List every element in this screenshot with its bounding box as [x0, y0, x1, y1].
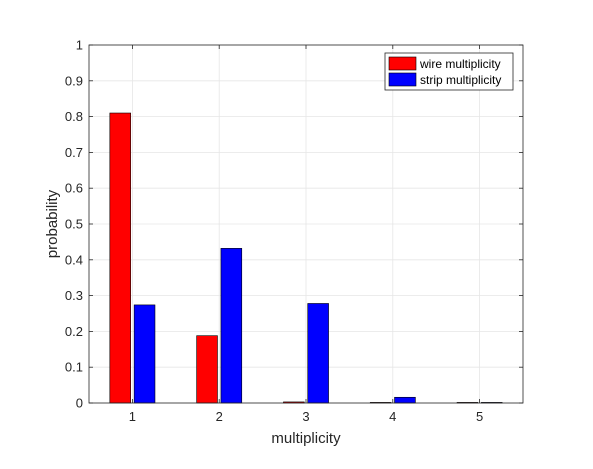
legend: wire multiplicity strip multiplicity [384, 52, 514, 91]
bar-strip-1 [133, 304, 156, 404]
x-tick-label: 2 [216, 409, 223, 424]
y-tick-label: 0.8 [65, 109, 83, 124]
x-tick-label: 5 [476, 409, 483, 424]
y-tick-label: 0.1 [65, 360, 83, 375]
x-tick-label: 3 [302, 409, 309, 424]
y-tick-label: 0.7 [65, 145, 83, 160]
bar-wire-1 [109, 112, 131, 404]
legend-swatch-wire [388, 56, 417, 71]
x-axis-title: multiplicity [271, 430, 341, 447]
x-tick-label: 1 [129, 409, 136, 424]
y-tick-label: 0.5 [65, 217, 83, 232]
y-tick-label: 0 [76, 396, 83, 411]
bar-strip-3 [307, 303, 329, 404]
legend-swatch-strip [388, 72, 417, 87]
y-tick-label: 0.2 [65, 324, 83, 339]
bar-strip-2 [220, 248, 243, 404]
y-tick-label: 0.3 [65, 288, 83, 303]
ticks: 0 0.1 0.2 0.3 0.4 0.5 0.6 0.7 0.8 0.9 1 1 2 3 4 5 [65, 38, 523, 424]
y-tick-label: 0.4 [65, 252, 83, 267]
legend-label-wire: wire multiplicity [419, 57, 501, 71]
y-tick-label: 0.9 [65, 73, 83, 88]
bar-strip-4 [394, 396, 416, 404]
x-tick-label: 4 [389, 409, 396, 424]
y-axis-title: probability [44, 189, 61, 258]
legend-label-strip: strip multiplicity [420, 73, 501, 87]
bar-wire-2 [196, 335, 218, 404]
y-tick-label: 1 [76, 38, 83, 53]
y-tick-label: 0.6 [65, 181, 83, 196]
